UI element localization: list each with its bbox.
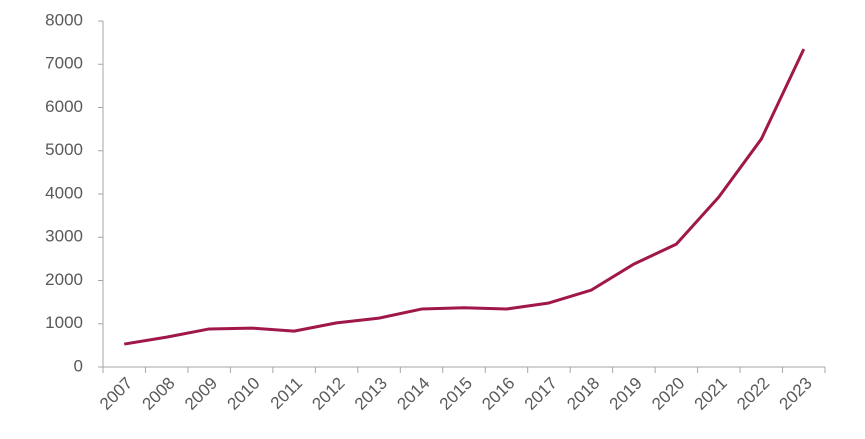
x-tick-label: 2007 — [96, 374, 136, 414]
x-tick-label: 2020 — [648, 374, 688, 414]
x-tick-label: 2013 — [351, 374, 391, 414]
x-tick-label: 2010 — [223, 374, 263, 414]
x-tick-label: 2018 — [563, 374, 603, 414]
x-tick-label: 2019 — [606, 374, 646, 414]
y-tick-label: 6000 — [45, 97, 83, 116]
x-tick-label: 2011 — [267, 374, 306, 413]
x-tick-label: 2009 — [181, 374, 221, 414]
y-tick-label: 0 — [74, 356, 83, 375]
x-tick-label: 2022 — [733, 374, 773, 414]
line — [123, 48, 806, 346]
y-tick-label: 4000 — [45, 183, 83, 202]
x-tick-label: 2015 — [436, 374, 476, 414]
y-tick-label: 1000 — [45, 313, 83, 332]
x-tick-label: 2016 — [478, 374, 518, 414]
x-tick-label: 2014 — [393, 374, 433, 414]
y-tick-label: 3000 — [45, 227, 83, 246]
y-tick-label: 7000 — [45, 54, 83, 73]
x-tick-label: 2017 — [521, 374, 561, 414]
y-tick-label: 5000 — [45, 140, 83, 159]
y-tick-label: 8000 — [45, 10, 83, 29]
x-tick-label: 2021 — [691, 374, 731, 414]
y-tick-label: 2000 — [45, 270, 83, 289]
x-tick-label: 2023 — [776, 374, 816, 414]
x-tick-label: 2012 — [308, 374, 348, 414]
x-tick-label: 2008 — [139, 374, 179, 414]
